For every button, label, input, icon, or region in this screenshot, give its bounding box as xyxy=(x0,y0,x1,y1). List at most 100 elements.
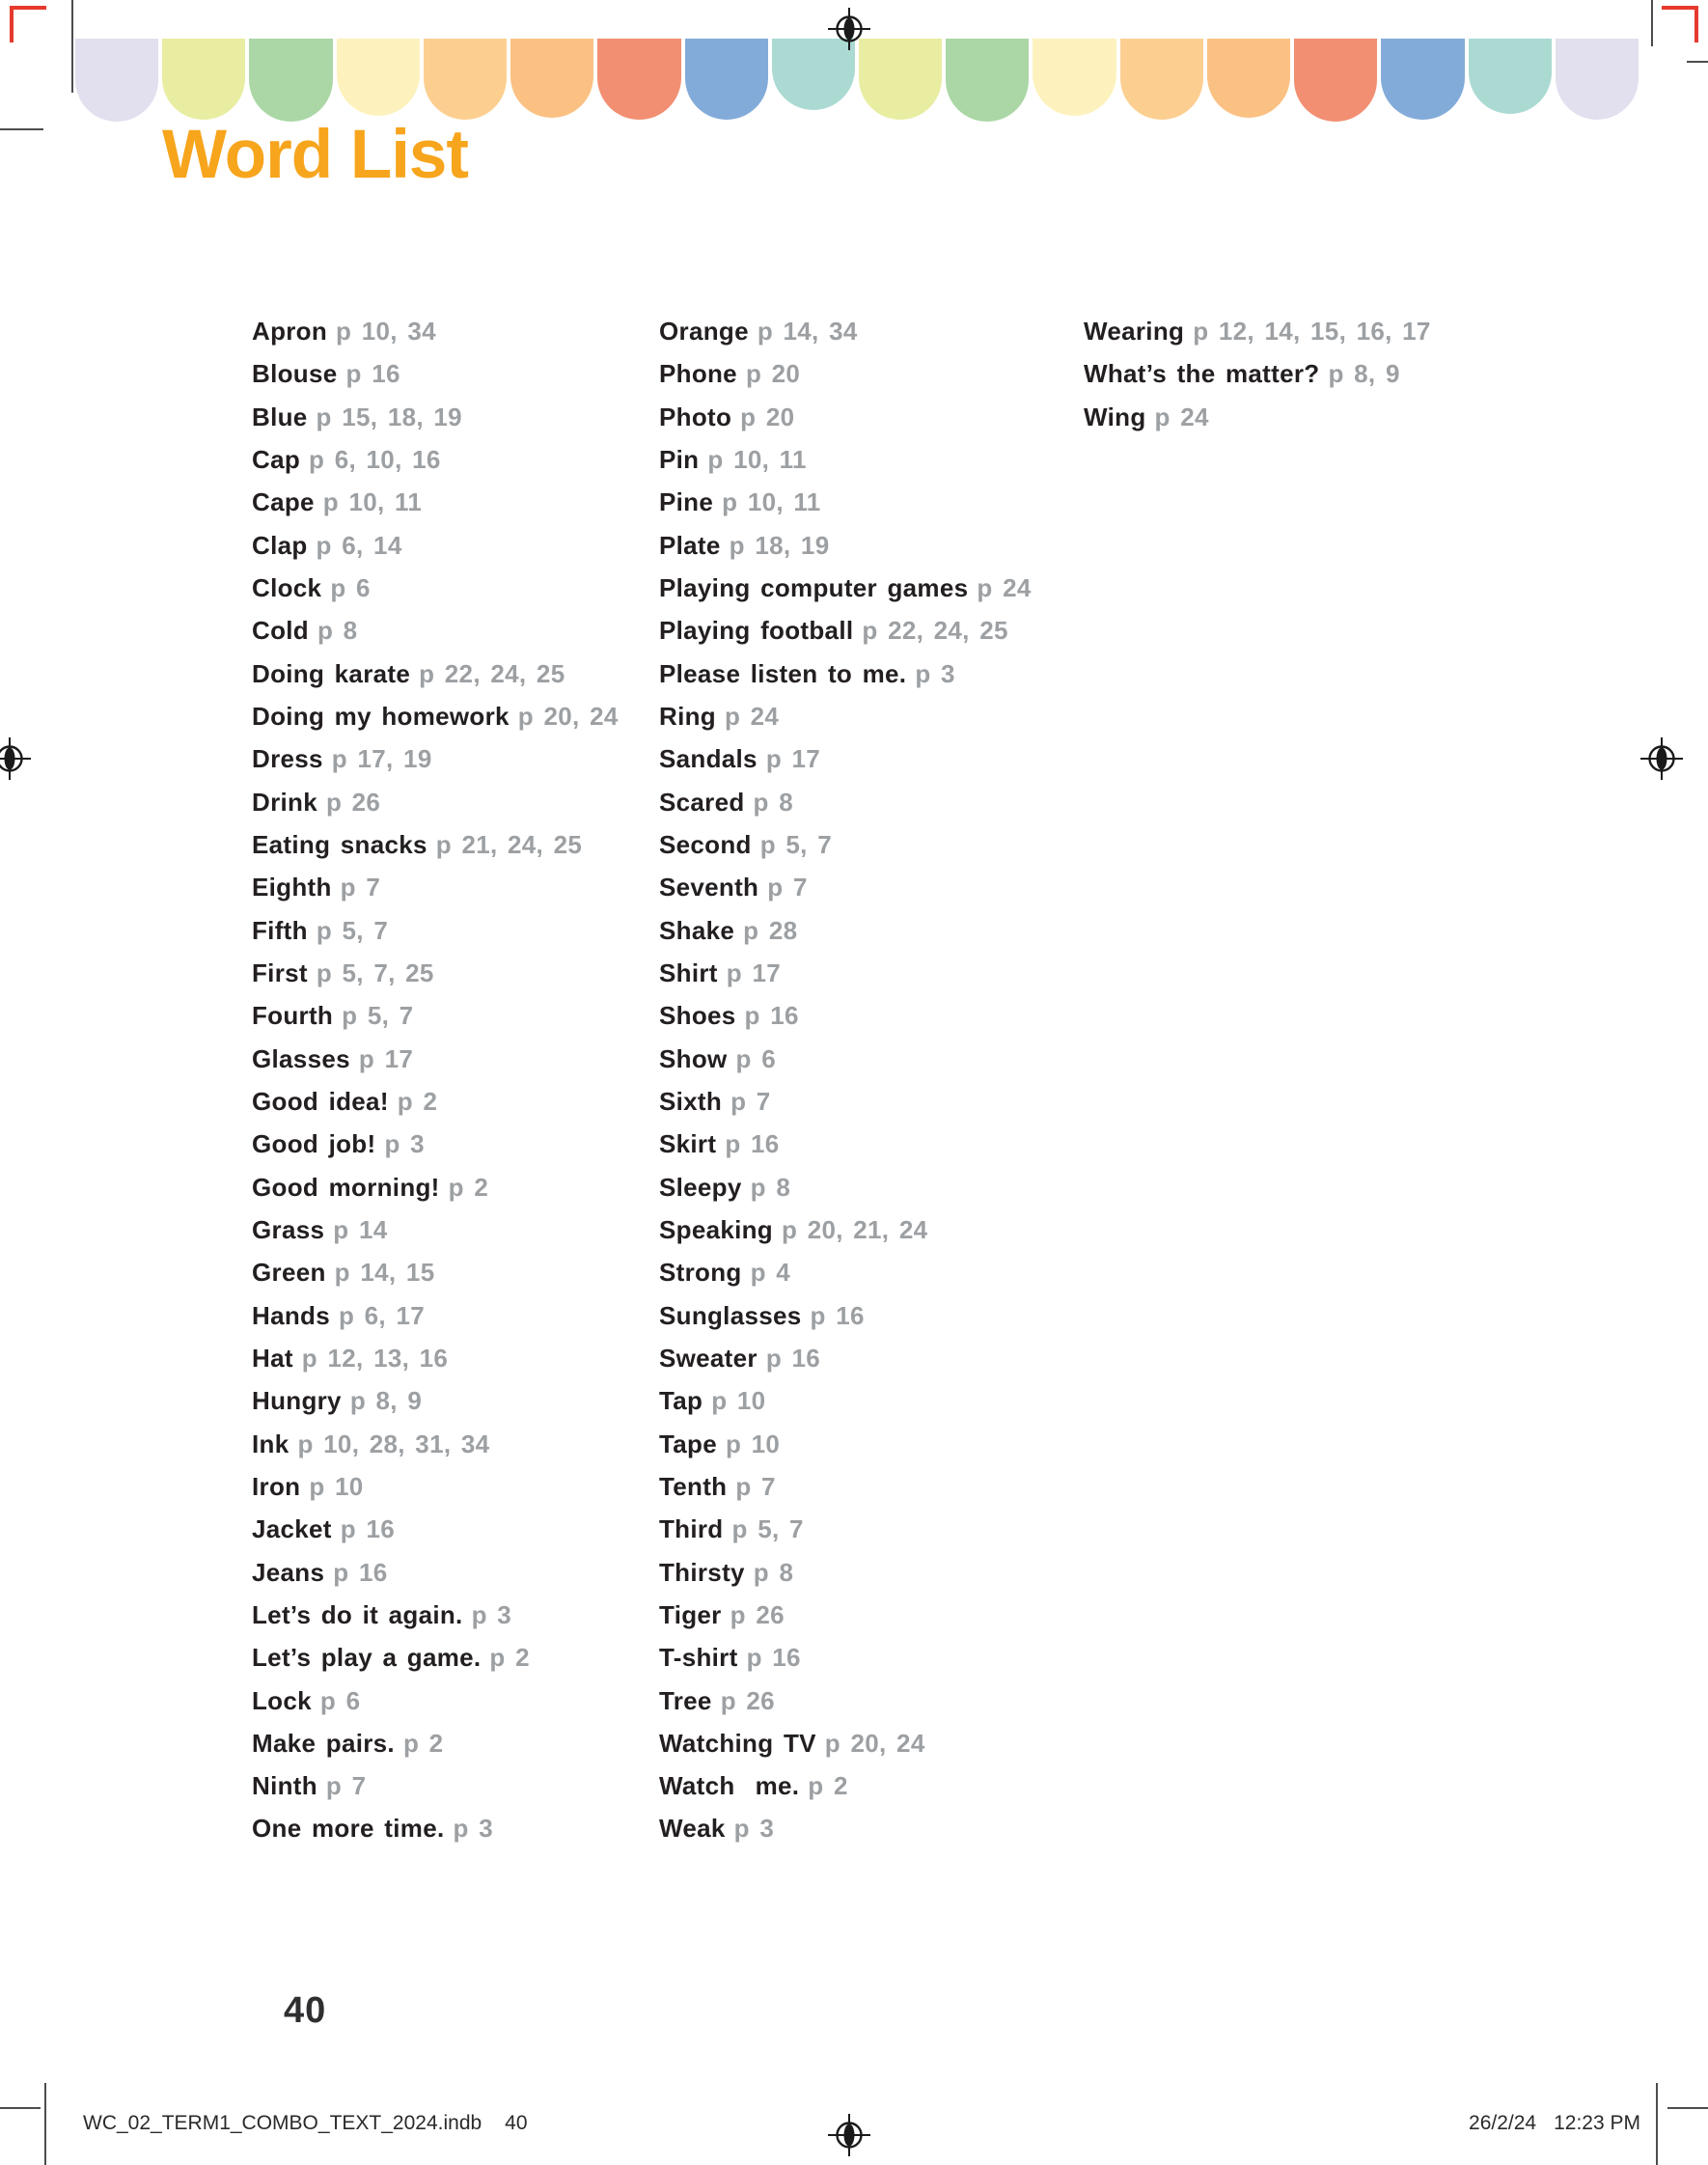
scallop xyxy=(1033,39,1116,116)
word-list-entry: Thirsty p 8 xyxy=(659,1551,1032,1594)
entry-word: Weak xyxy=(659,1814,726,1844)
scallop xyxy=(946,39,1030,122)
entry-pages: p 20 xyxy=(740,402,795,431)
entry-word: Tap xyxy=(659,1386,703,1416)
word-list-entry: What’s the matter? p 8, 9 xyxy=(1084,352,1431,395)
entry-word: Eating snacks xyxy=(252,829,427,859)
entry-pages: p 8, 9 xyxy=(1328,359,1400,389)
scallop xyxy=(858,39,943,120)
entry-word: Blue xyxy=(252,402,308,431)
word-list-entry: Ring p 24 xyxy=(659,695,1032,737)
entry-pages: p 10, 11 xyxy=(722,487,821,517)
entry-word: Good morning! xyxy=(252,1172,440,1202)
word-list-entry: Third p 5, 7 xyxy=(659,1508,1032,1550)
word-list-entry: Sandals p 17 xyxy=(659,737,1032,780)
entry-word: Cap xyxy=(252,444,301,474)
footer-timestamp: 26/2/24 12:23 PM xyxy=(1469,2112,1640,2135)
entry-word: First xyxy=(252,958,308,987)
word-list-entry: Playing football p 22, 24, 25 xyxy=(659,609,1032,652)
entry-word: Second xyxy=(659,829,752,859)
word-list-entry: Make pairs. p 2 xyxy=(252,1722,619,1764)
word-list-entry: Show p 6 xyxy=(659,1038,1032,1080)
word-list-entry: Fourth p 5, 7 xyxy=(252,994,619,1037)
word-list-entry: Cap p 6, 10, 16 xyxy=(252,438,619,481)
entry-word: Phone xyxy=(659,359,737,389)
crop-mark xyxy=(0,2107,41,2109)
red-corner-mark-top-right xyxy=(1694,6,1698,42)
word-list-entry: One more time. p 3 xyxy=(252,1807,619,1849)
entry-pages: p 7 xyxy=(340,873,381,902)
scallop xyxy=(1468,39,1552,114)
crop-mark xyxy=(1687,61,1708,63)
word-list-entry: Eating snacks p 21, 24, 25 xyxy=(252,823,619,866)
entry-pages: p 26 xyxy=(325,787,381,817)
word-list-column-3: Wearing p 12, 14, 15, 16, 17 What’s the ma… xyxy=(1084,310,1431,438)
entry-word: Watching TV xyxy=(659,1728,816,1758)
entry-word: Strong xyxy=(659,1258,742,1288)
entry-pages: p 8 xyxy=(750,1172,791,1202)
entry-pages: p 6, 17 xyxy=(338,1300,426,1330)
word-list-entry: Please listen to me. p 3 xyxy=(659,652,1032,695)
entry-pages: p 7 xyxy=(767,873,808,902)
word-list-entry: Doing karate p 22, 24, 25 xyxy=(252,652,619,695)
scallop xyxy=(597,39,681,120)
entry-word: Thirsty xyxy=(659,1557,745,1587)
entry-word: Scared xyxy=(659,787,745,817)
entry-pages: p 17 xyxy=(358,1043,414,1073)
word-list-entry: Shake p 28 xyxy=(659,909,1032,952)
crop-mark xyxy=(1656,2083,1658,2165)
word-list-entry: Hungry p 8, 9 xyxy=(252,1379,619,1422)
entry-pages: p 2 xyxy=(397,1086,438,1116)
entry-word: Wearing xyxy=(1084,317,1185,346)
entry-word: Sandals xyxy=(659,744,758,774)
entry-pages: p 14, 34 xyxy=(757,317,858,346)
entry-word: Clap xyxy=(252,530,308,560)
entry-pages: p 24 xyxy=(724,701,780,731)
entry-pages: p 16 xyxy=(765,1343,821,1373)
word-list-entry: Wing p 24 xyxy=(1084,396,1431,438)
entry-pages: p 16 xyxy=(340,1514,395,1544)
entry-word: Cape xyxy=(252,487,315,517)
word-list-entry: Glasses p 17 xyxy=(252,1038,619,1080)
footer-time: 12:23 PM xyxy=(1554,2112,1640,2134)
entry-word: Lock xyxy=(252,1685,312,1715)
entry-word: Let’s do it again. xyxy=(252,1599,463,1629)
word-list-entry: Cold p 8 xyxy=(252,609,619,652)
word-list-entry: First p 5, 7, 25 xyxy=(252,952,619,994)
red-corner-mark-top-left xyxy=(10,6,46,10)
entry-pages: p 2 xyxy=(402,1728,444,1758)
entry-pages: p 10 xyxy=(711,1386,766,1416)
entry-pages: p 5, 7 xyxy=(342,1001,414,1031)
entry-word: Good idea! xyxy=(252,1086,389,1116)
word-list-column-1: Apron p 10, 34 Blouse p 16 Blue p 15, 18, 19 C… xyxy=(252,310,619,1850)
entry-word: What’s the matter? xyxy=(1084,359,1320,389)
entry-word: Tiger xyxy=(659,1599,722,1629)
entry-word: Sweater xyxy=(659,1343,758,1373)
word-list-entry: Shoes p 16 xyxy=(659,994,1032,1037)
word-list-entry: Doing my homework p 20, 24 xyxy=(252,695,619,737)
entry-pages: p 10 xyxy=(309,1471,364,1501)
word-list-entry: Good idea! p 2 xyxy=(252,1080,619,1123)
entry-word: Ink xyxy=(252,1429,289,1458)
word-list-entry: Green p 14, 15 xyxy=(252,1251,619,1293)
entry-pages: p 10, 11 xyxy=(322,487,423,517)
word-list-entry: Speaking p 20, 21, 24 xyxy=(659,1208,1032,1251)
entry-word: Photo xyxy=(659,402,732,431)
word-list-entry: Lock p 6 xyxy=(252,1679,619,1722)
entry-word: Fourth xyxy=(252,1001,334,1031)
entry-word: Fifth xyxy=(252,915,308,945)
entry-pages: p 15, 18, 19 xyxy=(316,402,462,431)
entry-pages: p 5, 7 xyxy=(759,829,832,859)
entry-word: Please listen to me. xyxy=(659,658,907,688)
word-list-entry: Watch me. p 2 xyxy=(659,1764,1032,1807)
crop-mark xyxy=(44,2083,46,2165)
footer-filename: WC_02_TERM1_COMBO_TEXT_2024.indb xyxy=(83,2112,482,2134)
entry-pages: p 22, 24, 25 xyxy=(419,658,565,688)
entry-word: Shirt xyxy=(659,958,718,987)
crop-mark xyxy=(0,128,43,130)
scallop xyxy=(1294,39,1378,122)
entry-pages: p 10 xyxy=(725,1429,781,1458)
word-list-entry: Blouse p 16 xyxy=(252,352,619,395)
word-list-entry: Second p 5, 7 xyxy=(659,823,1032,866)
